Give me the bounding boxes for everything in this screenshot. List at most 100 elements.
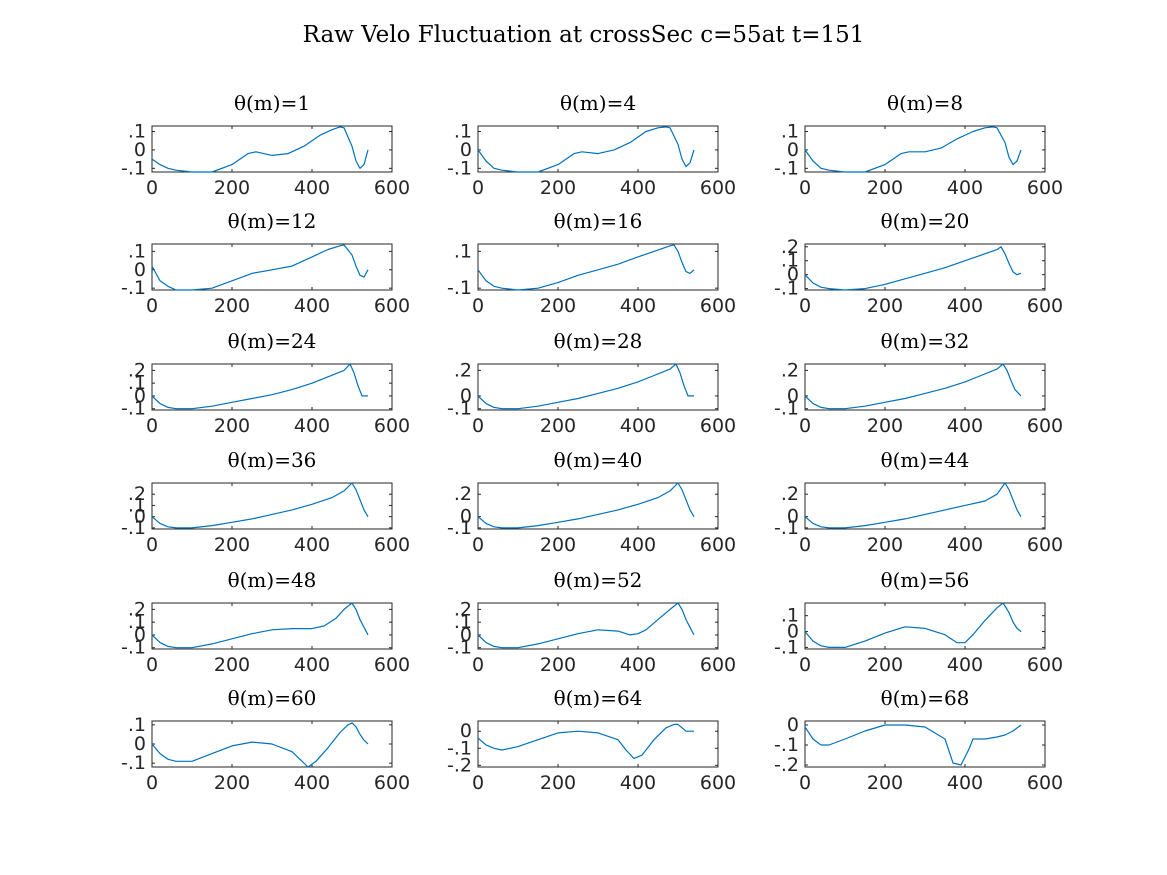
x-tick-label: 200 <box>214 295 250 317</box>
series-line <box>477 244 695 291</box>
x-tick-label: 400 <box>947 772 983 794</box>
x-tick-label: 600 <box>1027 177 1063 199</box>
axes-frame <box>151 602 393 650</box>
x-tick-label: 0 <box>146 295 158 317</box>
x-tick-label: 0 <box>146 177 158 199</box>
x-tick-label: 600 <box>1027 654 1063 676</box>
subplot-title: θ(m)=4 <box>560 91 636 115</box>
y-tick-label: -.1 <box>774 278 799 300</box>
series-line <box>477 482 695 529</box>
subplot-4: θ(m)=120 200 400 600-.10.1 <box>121 209 410 317</box>
x-tick-label: 400 <box>294 534 330 556</box>
y-tick-label: 0 <box>460 624 472 646</box>
subplot-12: θ(m)=440 200 400 600-.10.2 <box>774 448 1063 556</box>
series-line <box>151 126 369 173</box>
x-tick-label: 400 <box>620 772 656 794</box>
y-tick-label: .1 <box>128 494 146 516</box>
x-tick-label: 0 <box>146 654 158 676</box>
x-tick-label: 400 <box>620 177 656 199</box>
y-tick-label: -.1 <box>121 157 146 179</box>
x-tick-label: 200 <box>867 654 903 676</box>
subplot-title: θ(m)=28 <box>554 329 643 353</box>
x-tick-label: 400 <box>620 295 656 317</box>
subplot-title: θ(m)=40 <box>554 448 643 472</box>
y-tick-label: .1 <box>781 250 799 272</box>
x-tick-label: 600 <box>700 177 736 199</box>
subplot-16: θ(m)=600 200 400 600-.10.1 <box>121 686 410 794</box>
series-line <box>804 126 1022 173</box>
subplot-6: θ(m)=200 200 400 600-.10.1.2 <box>774 209 1063 317</box>
axes-frame <box>804 125 1046 173</box>
y-tick-label: 0 <box>134 385 146 407</box>
y-tick-label: 0 <box>787 506 799 528</box>
subplot-title: θ(m)=52 <box>554 568 643 592</box>
y-tick-label: .1 <box>454 240 472 262</box>
series-line <box>804 363 1022 410</box>
series-line <box>151 482 369 529</box>
y-tick-label: 0 <box>134 259 146 281</box>
y-tick-label: -.2 <box>447 754 472 776</box>
x-tick-label: 200 <box>867 177 903 199</box>
subplot-18: θ(m)=68 0 200 400 600 -.2-.10 <box>774 686 1063 794</box>
y-tick-label: 0 <box>787 714 799 736</box>
x-tick-label: 0 <box>472 772 484 794</box>
x-tick-label: 400 <box>947 654 983 676</box>
series-line <box>477 723 694 760</box>
subplot-title: θ(m)=8 <box>887 91 963 115</box>
figure-title: Raw Velo Fluctuation at crossSec c=55at … <box>302 22 865 48</box>
subplot-1: θ(m)=10 200 400 600-.10.1 <box>121 91 410 199</box>
y-tick-label: -.1 <box>447 157 472 179</box>
subplot-title: θ(m)=1 <box>234 91 310 115</box>
y-tick-label: .1 <box>454 121 472 143</box>
y-tick-label: 0 <box>134 506 146 528</box>
subplot-17: θ(m)=64 0 200 400 600 -.2-.10 <box>447 686 736 794</box>
x-tick-label: 400 <box>947 534 983 556</box>
x-tick-label: 0 <box>799 177 811 199</box>
y-tick-label: .1 <box>128 121 146 143</box>
x-tick-label: 200 <box>214 177 250 199</box>
axes-frame <box>151 482 393 530</box>
y-tick-label: -.2 <box>774 754 799 776</box>
x-tick-label: 200 <box>214 654 250 676</box>
x-tick-label: 600 <box>1027 772 1063 794</box>
y-tick-label: -.1 <box>447 517 472 539</box>
subplot-15: θ(m)=560 200 400 600-.10.1 <box>774 568 1063 676</box>
subplot-title: θ(m)=32 <box>881 329 970 353</box>
x-tick-label: 200 <box>540 415 576 437</box>
subplot-14: θ(m)=52 0 200 400 600 -.10.1.2 <box>447 568 736 676</box>
y-tick-label: 0 <box>787 139 799 161</box>
x-tick-label: 200 <box>214 534 250 556</box>
series-line <box>804 724 1022 766</box>
subplot-11: θ(m)=400 200 400 600-.10.2 <box>447 448 736 556</box>
x-tick-label: 600 <box>1027 415 1063 437</box>
axes-frame <box>477 243 719 291</box>
x-tick-label: 200 <box>540 295 576 317</box>
x-tick-label: 0 <box>472 295 484 317</box>
subplot-7: θ(m)=24 0 200 400 600 -.10.1.2 <box>121 329 410 437</box>
y-tick-label: .1 <box>781 605 799 627</box>
x-tick-label: 600 <box>700 654 736 676</box>
x-tick-label: 0 <box>799 534 811 556</box>
subplot-title: θ(m)=56 <box>881 568 970 592</box>
y-tick-label: -.1 <box>774 157 799 179</box>
axes-frame <box>804 363 1046 411</box>
x-tick-label: 400 <box>294 654 330 676</box>
y-tick-label: .2 <box>454 483 472 505</box>
y-tick-label: -.1 <box>774 636 799 658</box>
x-tick-label: 600 <box>700 295 736 317</box>
x-tick-label: 400 <box>294 772 330 794</box>
y-tick-label: .2 <box>128 483 146 505</box>
y-tick-label: -.1 <box>121 637 146 659</box>
y-tick-label: -.1 <box>121 517 146 539</box>
x-tick-label: 200 <box>540 534 576 556</box>
x-tick-label: 600 <box>374 534 410 556</box>
y-tick-label: 0 <box>134 733 146 755</box>
x-tick-label: 400 <box>947 295 983 317</box>
x-tick-label: 200 <box>214 415 250 437</box>
x-tick-label: 0 <box>146 534 158 556</box>
y-tick-label: -.1 <box>447 277 472 299</box>
subplot-title: θ(m)=68 <box>881 686 970 710</box>
subplot-title: θ(m)=24 <box>228 329 317 353</box>
y-tick-label: -.1 <box>447 398 472 420</box>
subplot-title: θ(m)=44 <box>881 448 970 472</box>
